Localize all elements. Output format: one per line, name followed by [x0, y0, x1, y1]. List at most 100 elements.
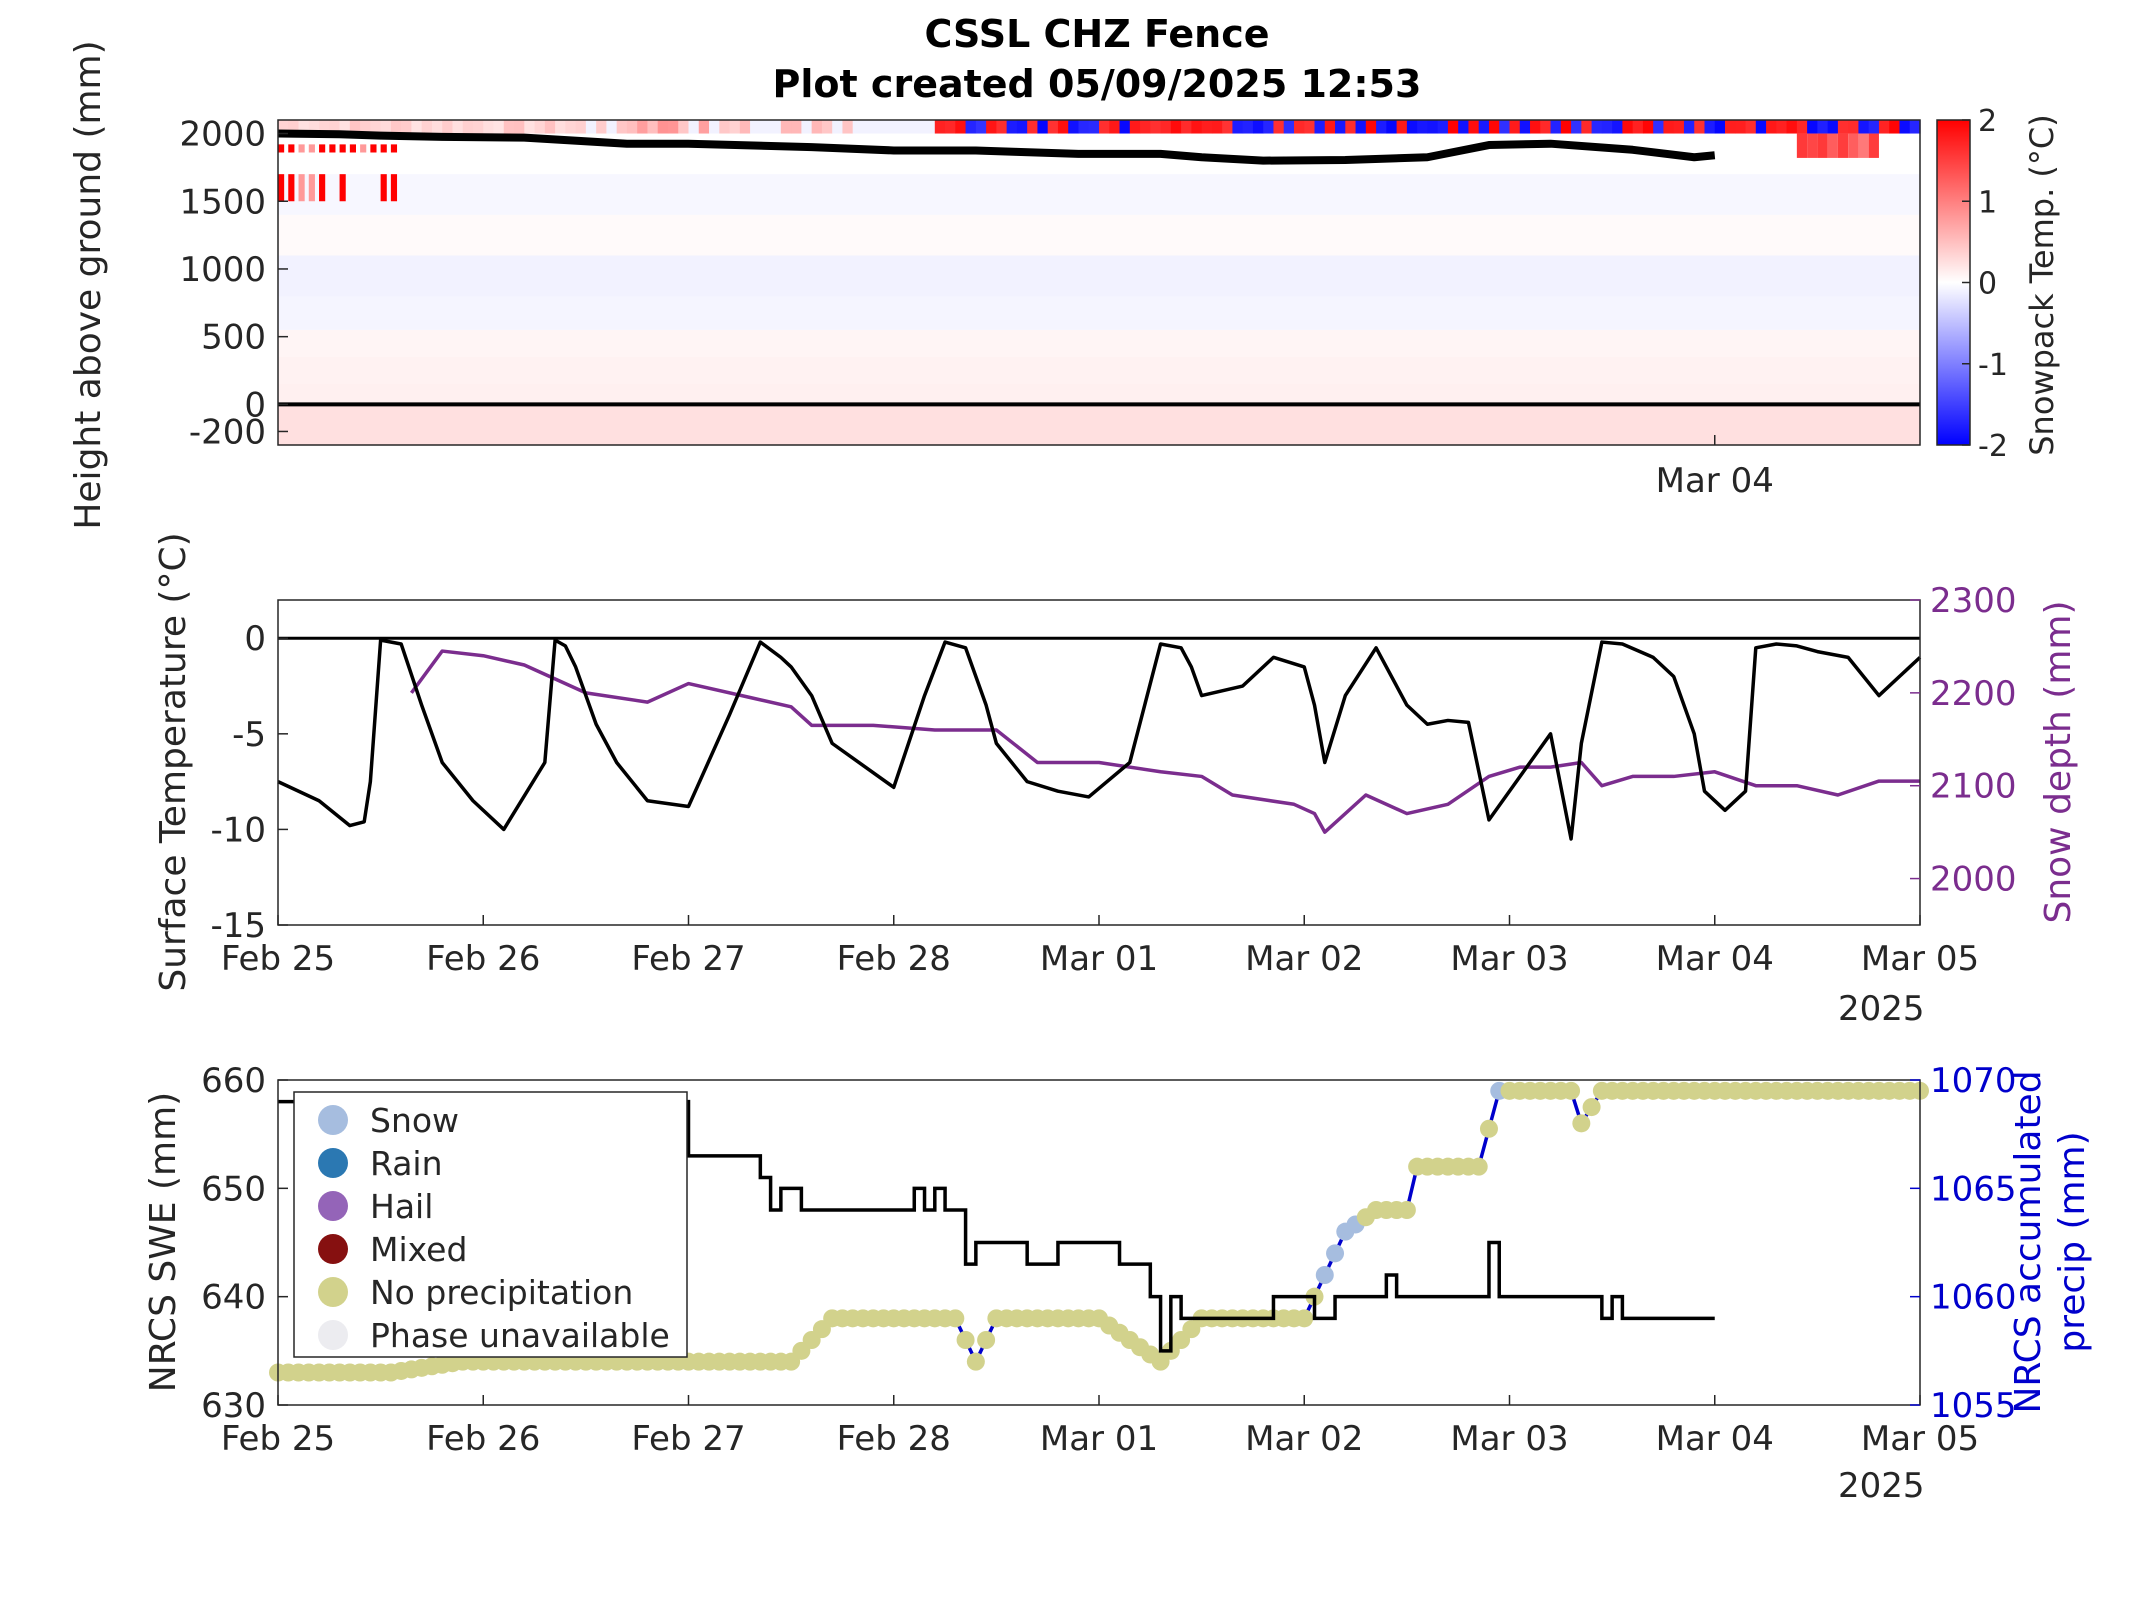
heatmap-cell	[472, 120, 484, 134]
snowpack-x-ticks: Mar 04	[1656, 435, 1774, 501]
heatmap-cell	[1632, 120, 1644, 134]
legend-items: Snow Rain Hail Mixed No precipitation Phase u…	[318, 1101, 670, 1355]
colorbar-ticks: 2 1 0 -1 -2	[1962, 104, 2008, 464]
heatmap-cell	[1078, 120, 1090, 134]
heatmap-cell	[1006, 120, 1018, 134]
precip-phase-marker	[946, 1309, 965, 1328]
heatmap-cell	[945, 120, 956, 134]
precip-phase-marker	[1469, 1157, 1488, 1176]
heatmap-cell	[1150, 120, 1162, 134]
chart-subtitle: Plot created 05/09/2025 12:53	[773, 62, 1422, 106]
heatmap-cell	[1735, 120, 1747, 134]
heatmap-cell	[1335, 120, 1346, 134]
heatmap-cell	[1878, 120, 1890, 134]
heatmap-cell	[1047, 120, 1059, 134]
heatmap-cell	[1663, 120, 1675, 134]
x-tick-label: Mar 02	[1245, 1419, 1363, 1459]
heatmap-cell	[1283, 120, 1295, 134]
precip-phase-marker	[1315, 1266, 1334, 1284]
heatmap-cell	[1786, 120, 1798, 134]
heatmap-cell	[319, 174, 326, 202]
precip-phase-marker	[966, 1352, 985, 1371]
heatmap-cell	[1263, 120, 1275, 134]
heatmap-cell	[390, 144, 398, 153]
heatmap-cell	[1540, 120, 1552, 134]
precip-phase-marker	[1582, 1098, 1601, 1117]
y-tick-label: 650	[201, 1169, 266, 1209]
heatmap-cell	[1858, 133, 1869, 158]
heatmap-cell	[1673, 120, 1685, 134]
heatmap-cell	[1725, 120, 1736, 134]
heatmap-cell	[575, 120, 587, 134]
y2-tick-label: 2100	[1930, 767, 2017, 807]
heatmap-cell	[1807, 133, 1818, 158]
heatmap-cell	[709, 120, 720, 134]
heatmap-cell	[1037, 120, 1049, 134]
legend-box	[293, 1091, 688, 1358]
heatmap-cell	[288, 144, 295, 153]
heatmap-cell	[411, 120, 423, 134]
heatmap-cell	[1057, 120, 1069, 134]
heatmap-cell	[821, 120, 833, 134]
heatmap-cell	[1601, 120, 1613, 134]
heatmap-cell	[1478, 120, 1490, 134]
heatmap-cell	[1868, 133, 1879, 158]
heatmap-cell	[1376, 120, 1387, 134]
legend-label: Rain	[370, 1144, 443, 1183]
precip-phase-marker	[1397, 1201, 1416, 1219]
heatmap-cell	[544, 120, 556, 134]
heatmap-cell	[308, 174, 315, 202]
legend: Snow Rain Hail Mixed No precipitation Phase u…	[293, 1091, 688, 1358]
heatmap-cell	[1509, 120, 1521, 134]
legend-marker	[318, 1105, 348, 1135]
heatmap-cell	[1837, 133, 1849, 158]
colorbar-tick-label: -2	[1978, 429, 2008, 464]
heatmap-cell	[1560, 120, 1572, 134]
heatmap-cell	[1776, 120, 1788, 134]
legend-marker	[318, 1234, 348, 1264]
heatmap-cell	[1181, 120, 1192, 134]
heatmap-band	[278, 356, 1920, 385]
y-tick-label: 630	[201, 1386, 266, 1426]
x-tick-label: Feb 28	[837, 939, 951, 979]
y-tick-label: 500	[201, 318, 266, 358]
snow-surface-line	[277, 129, 1716, 165]
heatmap-cell	[832, 120, 844, 134]
heatmap-cell	[503, 120, 515, 134]
heatmap-cell	[1406, 120, 1418, 134]
heatmap-band	[278, 296, 1920, 330]
y2-tick-label: 1055	[1930, 1386, 2017, 1426]
heatmap-cell	[924, 120, 936, 134]
heatmap-cell	[370, 120, 382, 134]
legend-label: No precipitation	[370, 1273, 633, 1312]
x-tick-label: Mar 04	[1656, 461, 1774, 501]
heatmap-cell	[1591, 120, 1603, 134]
heatmap-cell	[585, 120, 597, 134]
heatmap-cell	[1868, 120, 1880, 134]
heatmap-cell	[678, 120, 690, 134]
heatmap-cell	[1714, 120, 1726, 134]
heatmap-cell	[1837, 120, 1849, 134]
precip-phase-marker	[977, 1331, 996, 1349]
legend-label: Snow	[370, 1101, 459, 1140]
heatmap-cell	[1365, 120, 1377, 134]
heatmap-cell	[1396, 120, 1408, 134]
heatmap-cell	[1909, 120, 1921, 134]
heatmap-cell	[1201, 120, 1213, 134]
heatmap-cell	[791, 120, 802, 134]
precip-ylabel-line-2: precip (mm)	[2052, 1131, 2093, 1352]
heatmap-cell	[390, 174, 398, 202]
heatmap-cell	[904, 120, 915, 134]
heatmap-cell	[760, 120, 772, 134]
legend-marker	[318, 1277, 348, 1307]
precip-phase-marker	[1295, 1309, 1314, 1328]
heatmap-cell	[1827, 133, 1838, 158]
x-tick-label: Feb 25	[221, 1419, 335, 1459]
heatmap-cell	[842, 120, 854, 134]
heatmap-band	[278, 404, 1920, 445]
heatmap-cell	[1140, 120, 1151, 134]
surface-year-label: 2025	[1838, 989, 1925, 1029]
heatmap-cell	[1242, 120, 1254, 134]
heatmap-cell	[801, 120, 813, 134]
heatmap-cell	[729, 120, 741, 134]
